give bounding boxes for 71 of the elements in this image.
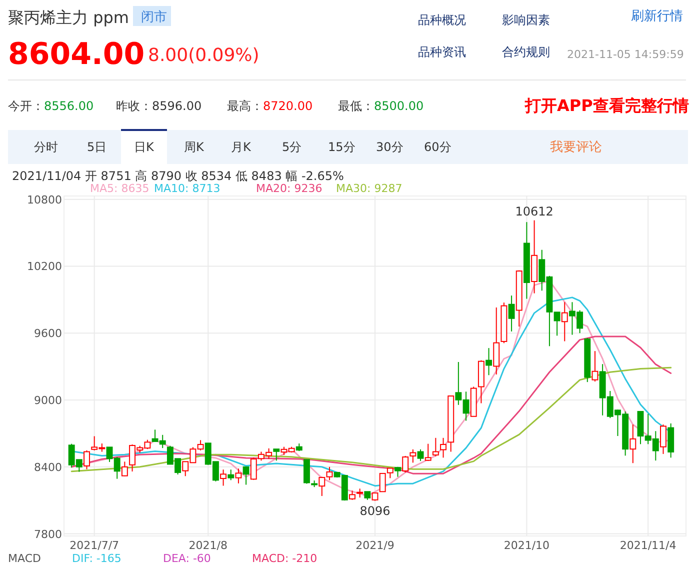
x-tick-label: 2021/8 [188,539,228,552]
text: 分时 [34,140,58,154]
annotation: 10612 [515,204,554,218]
candlestick [349,490,356,500]
y-tick-label: 9600 [34,327,62,340]
text: 2021/11/04 开 8751 高 8790 收 8534 低 8483 幅 -2.65% [12,169,344,183]
text: 最高：8720.00 [227,99,313,113]
x-tick-label: 2021/7/7 [70,539,120,552]
candlestick [121,461,128,477]
text: MA10: 8713 [154,182,220,195]
candlestick [592,350,598,382]
candlestick [493,306,500,375]
text: 8604.00 [8,37,145,72]
text: 2021-11-05 14:59:59 [567,48,684,61]
text: 月K [231,140,252,154]
candlestick [417,448,424,462]
x-tick-label: 2021/9 [356,539,394,552]
candlestick [660,424,666,454]
text: 影响因素 [502,13,550,27]
text: MACD [8,552,41,565]
text: 30分 [376,140,404,154]
candlestick [561,302,568,342]
annotation: 8096 [360,504,390,518]
text: MACD: -210 [252,552,318,565]
text: MA5: 8635 [90,182,150,195]
text: 今开：8556.00 [8,99,94,113]
text: 最低：8500.00 [338,99,424,113]
text: 日K [134,140,155,154]
line-series [70,366,672,472]
text: 闭市 [141,10,167,25]
text: 我要评论 [550,140,602,155]
text: 8.00(0.09%) [148,45,260,66]
text: 合约规则 [502,45,550,59]
candlestick [432,437,439,457]
candlestick [630,424,636,464]
text: 刷新行情 [631,9,683,24]
y-tick-label: 10800 [27,193,62,206]
candlestick [84,450,90,470]
chart-title: 聚丙烯主力 ppm [8,8,129,27]
candlestick [508,295,515,332]
candlestick [486,348,492,376]
candlestick [242,466,250,486]
y-tick-label: 8400 [34,460,62,474]
text: DIF: -165 [72,552,122,565]
text: MA30: 9287 [336,182,402,195]
text: 品种资讯 [418,45,466,59]
text: 昨收：8596.00 [116,99,202,113]
text: 15分 [328,140,356,154]
candlestick [402,455,409,473]
text: MA20: 9236 [256,182,322,195]
y-tick-label: 7800 [34,528,62,541]
candlestick [235,468,242,484]
text: DEA: -60 [163,552,211,565]
candlestick [410,448,416,464]
text: 打开APP查看完整行情 [524,96,689,115]
candlestick [228,469,234,481]
y-tick-label: 9000 [34,394,62,407]
candlestick [424,443,432,462]
candlestick [220,469,227,486]
candlestick [304,459,310,484]
y-tick-label: 10200 [27,260,62,274]
x-tick-label: 2021/11/4 [620,539,676,552]
text: 5日 [87,140,107,154]
text: 周K [184,140,205,154]
candlestick [440,437,446,458]
text: 60分 [424,140,452,154]
text: 5分 [282,140,302,154]
candlestick [273,448,280,462]
text: 品种概况 [418,13,466,27]
x-tick-label: 2021/10 [504,539,550,552]
line-series [70,336,672,474]
